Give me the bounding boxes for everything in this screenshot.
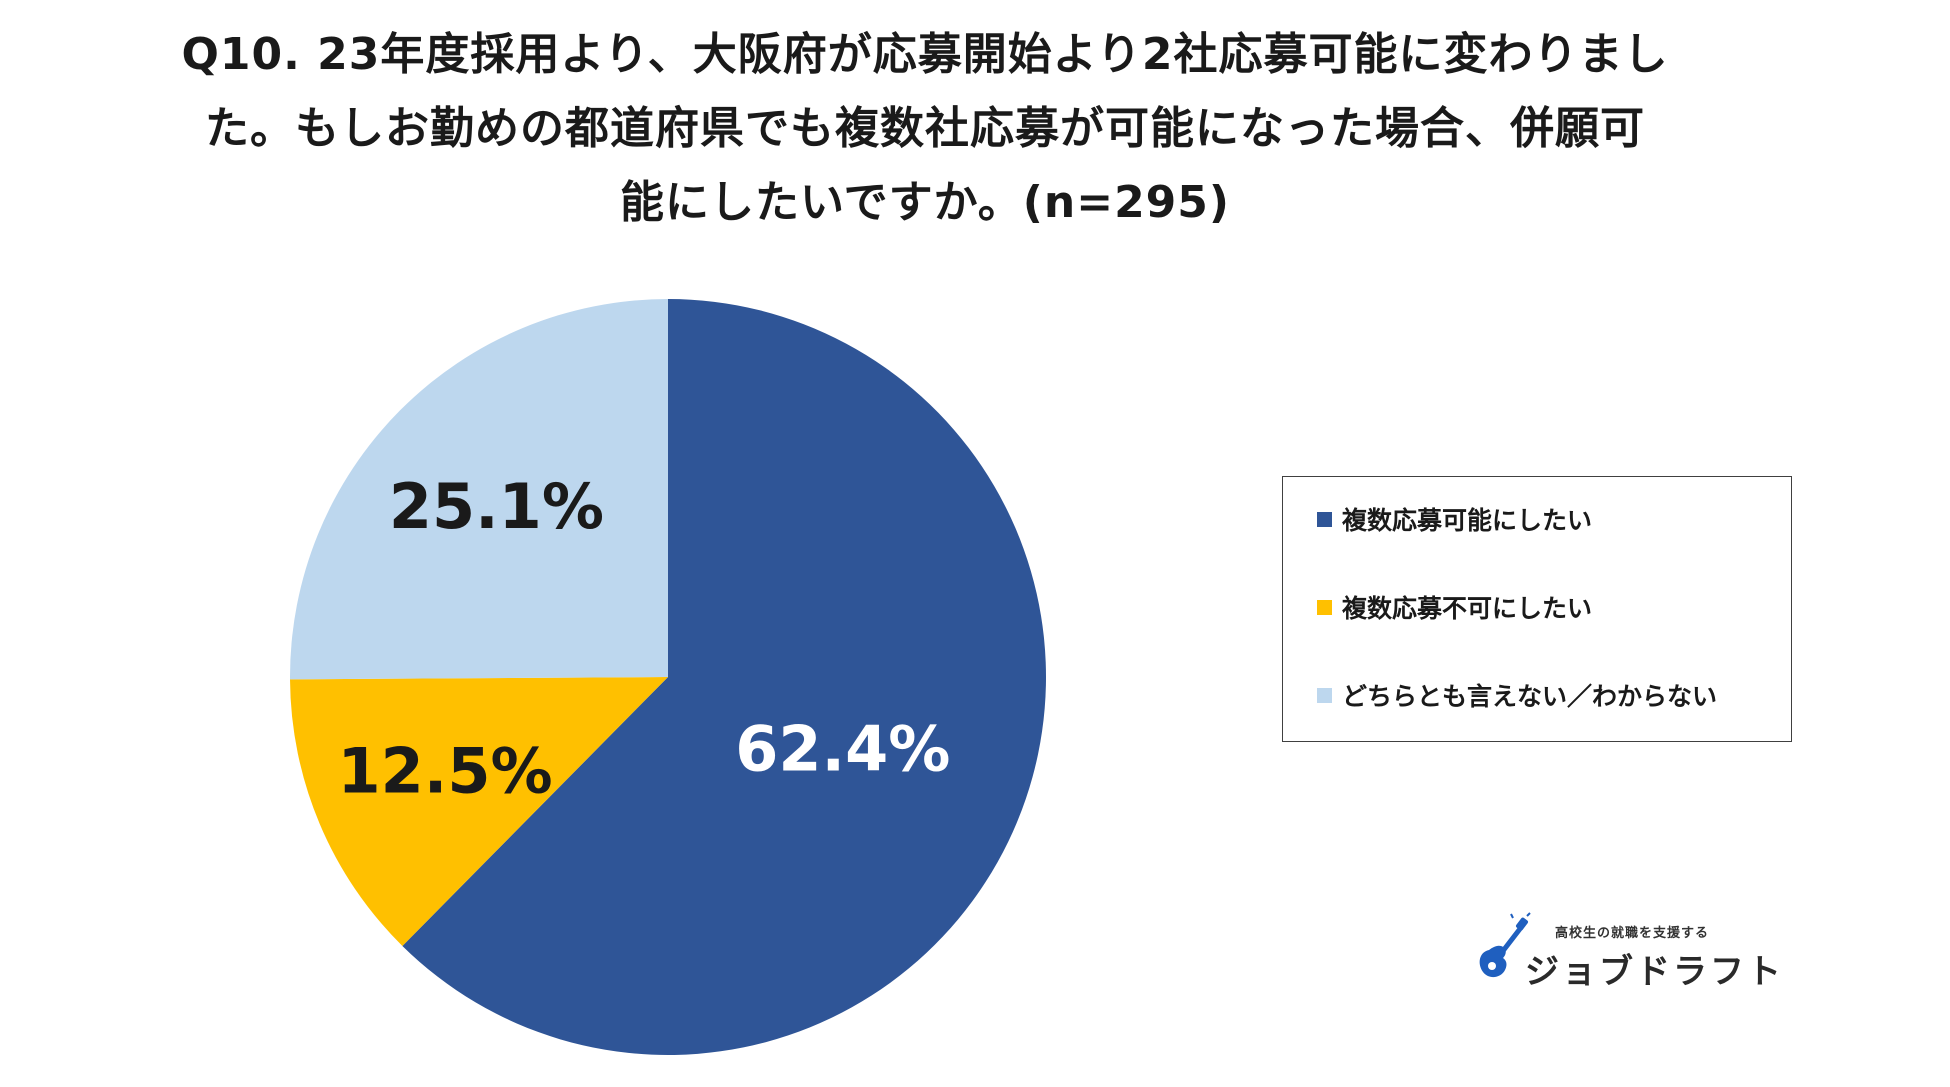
legend-label-1: 複数応募可能にしたい	[1342, 506, 1593, 535]
legend-swatch-3	[1317, 687, 1332, 703]
legend-label-2: 複数応募不可にしたい	[1342, 594, 1593, 623]
chart-title-line-2: た。もしお勤めの都道府県でも複数社応募が可能になった場合、併願可	[205, 103, 1645, 154]
pie-slice-2	[290, 677, 668, 946]
legend-item-2: 複数応募不可にしたい	[1317, 589, 1592, 625]
chart-title-line-1: Q10. 23年度採用より、大阪府が応募開始より2社応募可能に変わりまし	[181, 29, 1669, 80]
chart-title-line-3: 能にしたいですか。(n=295)	[619, 177, 1231, 228]
legend-swatch-2	[1317, 599, 1332, 615]
guitar-logo-icon	[1479, 912, 1531, 978]
legend: 複数応募可能にしたい 複数応募不可にしたい どちらとも言えない／わからない	[1282, 476, 1792, 742]
logo-tagline: 高校生の就職を支援する	[1555, 926, 1710, 941]
legend-swatch-1	[1317, 511, 1332, 527]
data-label-3: 25.1%	[389, 470, 604, 543]
legend-item-1: 複数応募可能にしたい	[1317, 501, 1592, 537]
brand-logo: 高校生の就職を支援する ジョブドラフト	[1475, 912, 1781, 992]
logo-name: ジョブドラフト	[1525, 952, 1784, 992]
chart-title: Q10. 23年度採用より、大阪府が応募開始より2社応募可能に変わりまし た。も…	[150, 18, 1700, 240]
legend-item-3: どちらとも言えない／わからない	[1317, 677, 1717, 713]
data-label-2: 12.5%	[338, 734, 553, 807]
data-label-1: 62.4%	[735, 712, 950, 785]
legend-label-3: どちらとも言えない／わからない	[1342, 682, 1718, 711]
pie-slice-1	[402, 299, 1046, 1055]
pie-slice-3	[290, 299, 668, 680]
